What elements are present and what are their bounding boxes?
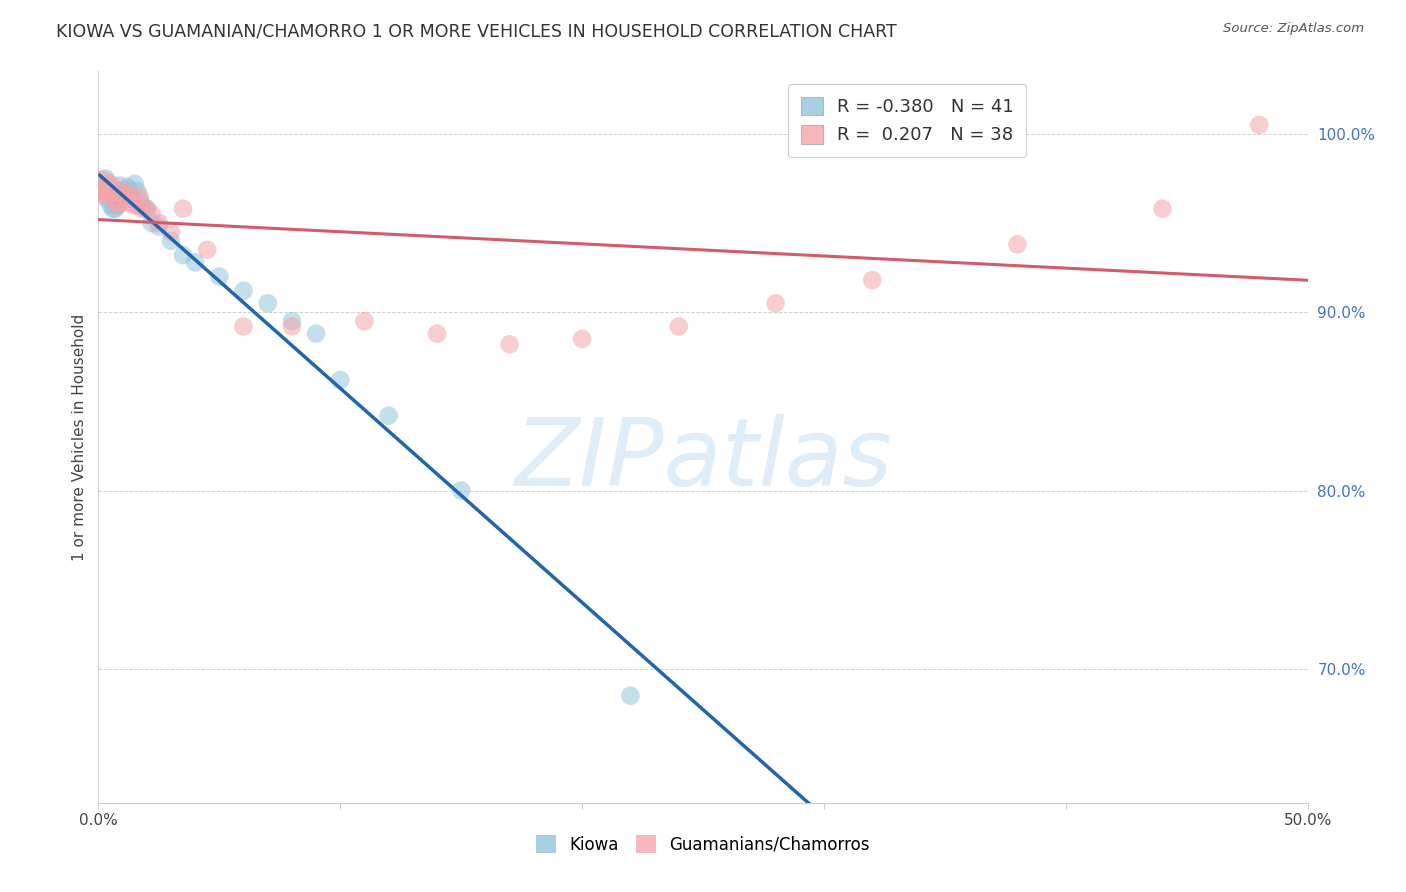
Point xyxy=(111,193,134,207)
Point xyxy=(108,189,131,203)
Point xyxy=(107,198,129,212)
Point xyxy=(765,296,787,310)
Point xyxy=(97,193,120,207)
Point xyxy=(1249,118,1271,132)
Point xyxy=(172,248,194,262)
Point xyxy=(148,219,170,234)
Point xyxy=(90,184,112,198)
Point xyxy=(91,177,114,191)
Point xyxy=(148,216,170,230)
Point xyxy=(128,193,150,207)
Point xyxy=(117,180,139,194)
Point xyxy=(101,202,124,216)
Point xyxy=(101,189,124,203)
Point xyxy=(184,255,207,269)
Point xyxy=(377,409,399,423)
Point xyxy=(256,296,278,310)
Point xyxy=(353,314,375,328)
Point xyxy=(131,198,153,212)
Point xyxy=(1007,237,1029,252)
Point xyxy=(127,184,149,198)
Point xyxy=(97,182,120,196)
Point xyxy=(111,184,134,198)
Point xyxy=(281,314,304,328)
Point xyxy=(160,234,183,248)
Text: KIOWA VS GUAMANIAN/CHAMORRO 1 OR MORE VEHICLES IN HOUSEHOLD CORRELATION CHART: KIOWA VS GUAMANIAN/CHAMORRO 1 OR MORE VE… xyxy=(56,22,897,40)
Point xyxy=(141,216,163,230)
Point xyxy=(426,326,449,341)
Legend: Kiowa, Guamanians/Chamorros: Kiowa, Guamanians/Chamorros xyxy=(530,829,876,860)
Point xyxy=(450,483,472,498)
Point xyxy=(232,319,254,334)
Point xyxy=(135,202,157,216)
Point xyxy=(329,373,352,387)
Point xyxy=(100,198,122,212)
Point xyxy=(195,243,218,257)
Point xyxy=(121,198,143,212)
Point xyxy=(141,207,163,221)
Point xyxy=(131,202,153,216)
Point xyxy=(100,187,122,202)
Point xyxy=(128,189,150,203)
Point xyxy=(860,273,883,287)
Text: ZIPatlas: ZIPatlas xyxy=(515,414,891,505)
Point xyxy=(668,319,690,334)
Point xyxy=(124,193,146,207)
Point xyxy=(108,178,131,193)
Point xyxy=(135,202,157,216)
Point xyxy=(124,177,146,191)
Point xyxy=(100,187,122,202)
Point xyxy=(117,194,139,209)
Point xyxy=(118,184,141,198)
Point xyxy=(108,184,131,198)
Point xyxy=(498,337,520,351)
Point xyxy=(619,689,641,703)
Point xyxy=(232,284,254,298)
Point xyxy=(305,326,328,341)
Point xyxy=(104,194,127,209)
Point xyxy=(101,189,124,203)
Point xyxy=(94,186,117,200)
Point xyxy=(571,332,593,346)
Point xyxy=(90,180,112,194)
Point xyxy=(91,186,114,200)
Point xyxy=(94,171,117,186)
Point xyxy=(91,184,114,198)
Point xyxy=(114,189,136,203)
Point xyxy=(118,189,141,203)
Point xyxy=(1152,202,1174,216)
Point xyxy=(172,202,194,216)
Point xyxy=(90,180,112,194)
Point xyxy=(208,269,231,284)
Point xyxy=(97,184,120,198)
Point xyxy=(104,194,127,209)
Point xyxy=(127,198,149,212)
Point xyxy=(94,180,117,194)
Point xyxy=(160,225,183,239)
Point xyxy=(114,184,136,198)
Point xyxy=(100,177,122,191)
Point xyxy=(104,202,127,216)
Point xyxy=(281,319,304,334)
Y-axis label: 1 or more Vehicles in Household: 1 or more Vehicles in Household xyxy=(72,313,87,561)
Point xyxy=(121,189,143,203)
Point xyxy=(107,198,129,212)
Point xyxy=(107,184,129,198)
Text: Source: ZipAtlas.com: Source: ZipAtlas.com xyxy=(1223,22,1364,36)
